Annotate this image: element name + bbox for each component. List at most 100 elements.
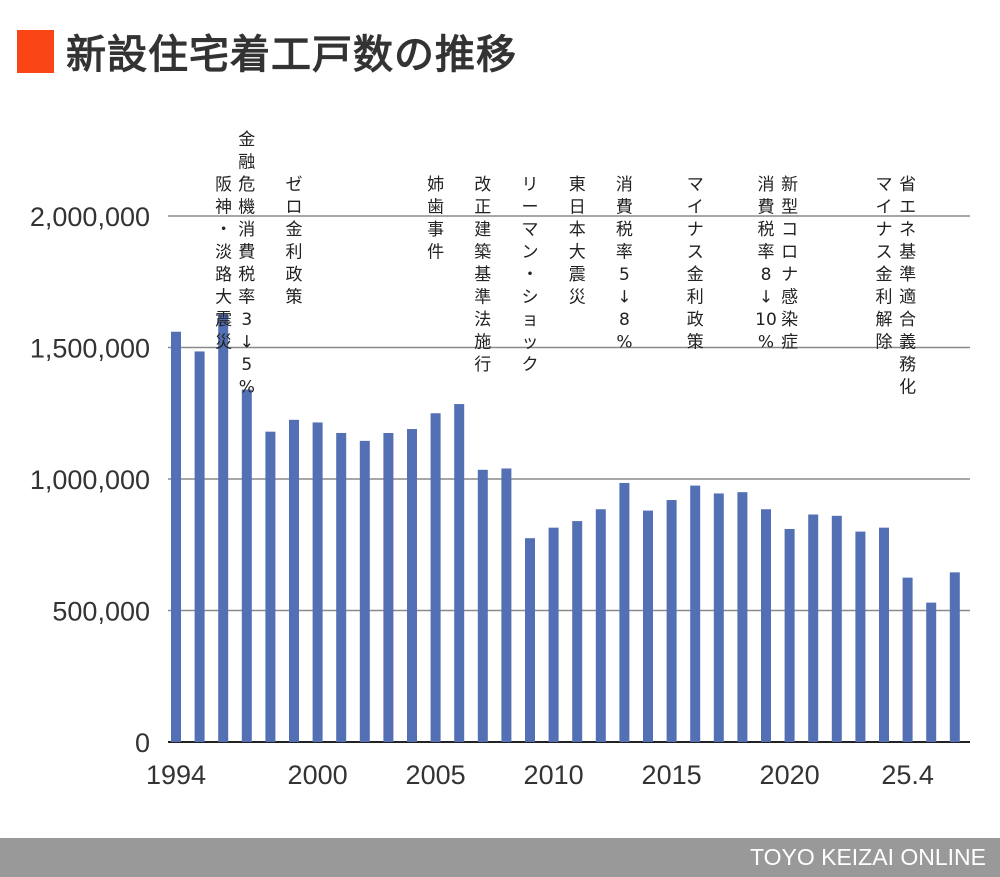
- bars: [171, 313, 960, 742]
- annotation-char: ゼ: [286, 175, 303, 195]
- annotation-char: 新: [781, 175, 798, 195]
- bar: [713, 493, 724, 742]
- annotation-char: ク: [522, 355, 539, 375]
- annotation-char: 率: [238, 288, 255, 308]
- annotation-char: 法: [474, 310, 491, 330]
- bar: [595, 509, 606, 742]
- annotation-char: 災: [215, 333, 232, 353]
- y-tick-label: 2,000,000: [30, 202, 150, 232]
- annotation-char: 型: [781, 198, 798, 218]
- event-annotations: 阪神・淡路大震災金融危機消費税率3↓5%ゼロ金利政策姉歯事件改正建築基準法施行リ…: [215, 130, 916, 398]
- x-tick-label: 2005: [406, 760, 466, 790]
- bar: [949, 572, 960, 742]
- bar: [784, 528, 795, 742]
- annotation-char: 神: [215, 198, 232, 218]
- annotation-char: 建: [474, 220, 491, 240]
- annotation-char: 染: [781, 310, 798, 330]
- annotation-char: 8: [761, 265, 772, 285]
- annotation-char: 路: [215, 265, 232, 285]
- annotation-char: 除: [876, 333, 893, 353]
- annotation-char: 省: [899, 175, 916, 195]
- annotation-char: 日: [569, 198, 586, 218]
- annotation-char: 5: [619, 265, 630, 285]
- annotation-char: 準: [899, 265, 916, 285]
- y-axis-labels: 0 500,000 1,000,000 1,500,000 2,000,000: [30, 202, 150, 758]
- bar: [548, 527, 559, 742]
- annotation-char: %: [239, 378, 255, 398]
- bar-chart: 0 500,000 1,000,000 1,500,000 2,000,000 1994…: [30, 130, 970, 790]
- annotation-char: %: [758, 333, 774, 353]
- bar: [808, 514, 819, 742]
- annotation-char: シ: [522, 288, 539, 308]
- annotation-char: 費: [238, 243, 255, 263]
- bar: [194, 351, 205, 742]
- bar: [171, 331, 181, 742]
- annotation-char: 金: [687, 265, 704, 285]
- x-tick-label: 2000: [288, 760, 348, 790]
- annotation-char: 震: [569, 265, 586, 285]
- annotation-char: 淡: [215, 243, 232, 263]
- annotation-char: 適: [899, 288, 916, 308]
- annotation-char: 金: [286, 220, 303, 240]
- y-tick-label: 1,000,000: [30, 465, 150, 495]
- x-tick-label: 1994: [146, 760, 206, 790]
- annotation-char: 基: [474, 265, 491, 285]
- annotation-char: ↓: [617, 288, 631, 308]
- annotation-char: 準: [474, 288, 491, 308]
- annotation-char: 症: [781, 333, 798, 353]
- annotation-char: 政: [687, 310, 704, 330]
- bar: [902, 577, 913, 742]
- annotation-char: エ: [899, 198, 916, 218]
- annotation-char: 築: [474, 243, 491, 263]
- title-accent-square: [17, 29, 54, 73]
- bar: [336, 432, 347, 742]
- annotation-char: 化: [899, 378, 916, 398]
- annotation-char: ナ: [781, 265, 798, 285]
- annotation-char: 消: [758, 175, 775, 195]
- annotation-char: 解: [876, 310, 893, 330]
- annotation-char: 5: [241, 355, 252, 375]
- annotation-char: 合: [899, 310, 916, 330]
- annotation-char: 8: [619, 310, 630, 330]
- annotation-char: 姉: [427, 175, 444, 195]
- annotation-char: 策: [687, 333, 704, 353]
- bar: [690, 485, 701, 742]
- annotation-char: 感: [781, 288, 798, 308]
- x-tick-label: 2015: [642, 760, 702, 790]
- bar: [831, 515, 842, 742]
- annotation-char: 大: [569, 243, 586, 263]
- annotation-char: 件: [427, 243, 444, 263]
- annotation-char: %: [616, 333, 632, 353]
- annotation-char: 10: [755, 310, 777, 330]
- annotation-char: ロ: [286, 198, 303, 218]
- annotation-char: 政: [286, 265, 303, 285]
- annotation-char: 改: [474, 175, 491, 195]
- bar: [926, 602, 937, 742]
- annotation-char: 策: [286, 288, 303, 308]
- annotation-char: 事: [427, 220, 444, 240]
- annotation-char: 利: [876, 288, 893, 308]
- annotation-char: 機: [238, 198, 255, 218]
- bar: [879, 527, 889, 742]
- annotation-char: ス: [687, 243, 704, 263]
- bar: [572, 521, 583, 742]
- annotation-char: 率: [616, 243, 633, 263]
- annotation-char: ス: [876, 243, 893, 263]
- bar: [855, 531, 866, 742]
- annotation-char: 税: [238, 265, 255, 285]
- bar: [241, 389, 252, 742]
- bar: [430, 413, 441, 742]
- footer-credit: TOYO KEIZAI ONLINE: [0, 838, 1000, 877]
- bar: [666, 500, 677, 742]
- chart-title: 新設住宅着工戸数の推移: [66, 32, 517, 78]
- y-tick-label: 500,000: [52, 597, 150, 627]
- annotation-char: 施: [474, 333, 491, 353]
